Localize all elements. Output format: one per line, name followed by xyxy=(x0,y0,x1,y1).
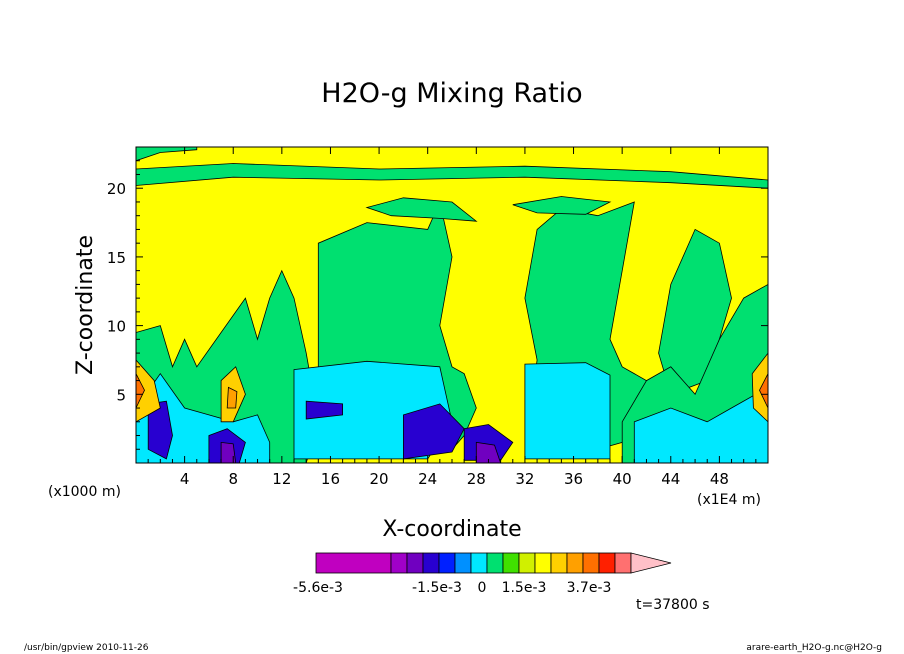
colorbar-swatch-3 xyxy=(422,552,440,574)
colorbar-swatch-12 xyxy=(566,552,584,574)
field-region-9 xyxy=(136,147,198,162)
x-tick-label-44: 44 xyxy=(661,470,680,488)
colorbar-swatch-13 xyxy=(582,552,600,574)
x-tick-label-8: 8 xyxy=(228,470,238,488)
x-tick-label-32: 32 xyxy=(515,470,534,488)
colorbar-label-neg: -1.5e-3 xyxy=(412,580,462,596)
colorbar-swatch-9 xyxy=(518,552,536,574)
colorbar-label-max: 3.7e-3 xyxy=(567,580,612,596)
x-tick-label-16: 16 xyxy=(321,470,340,488)
x-tick-label-12: 12 xyxy=(272,470,291,488)
colorbar-swatch-14 xyxy=(598,552,616,574)
footer-program: /usr/bin/gpview 2010-11-26 xyxy=(24,643,149,653)
colorbar-swatch-0 xyxy=(315,552,392,574)
y-tick-label-20: 20 xyxy=(107,180,126,198)
colorbar-label-pos: 1.5e-3 xyxy=(502,580,547,596)
y-axis: 5 10 15 20 xyxy=(107,160,768,450)
colorbar-swatch-7 xyxy=(486,552,504,574)
y-tick-label-5: 5 xyxy=(116,386,126,404)
colorbar xyxy=(315,552,672,574)
field-region-11 xyxy=(524,362,611,460)
field-region-15 xyxy=(305,400,343,420)
x-tick-label-40: 40 xyxy=(613,470,632,488)
plot-field xyxy=(136,147,768,463)
x-tick-label-20: 20 xyxy=(370,470,389,488)
colorbar-swatch-15 xyxy=(614,552,632,574)
x-axis-label: X-coordinate xyxy=(382,517,521,542)
colorbar-swatch-11 xyxy=(550,552,568,574)
field-region-25 xyxy=(759,373,768,409)
colorbar-label-zero: 0 xyxy=(478,580,487,596)
field-region-24 xyxy=(136,373,145,409)
colorbar-swatch-6 xyxy=(470,552,488,574)
x-tick-label-48: 48 xyxy=(710,470,729,488)
colorbar-swatch-2 xyxy=(406,552,424,574)
x-tick-label-36: 36 xyxy=(564,470,583,488)
field-region-6 xyxy=(136,163,768,189)
y-tick-label-15: 15 xyxy=(107,249,126,267)
field-region-14 xyxy=(403,403,465,460)
x-tick-label-28: 28 xyxy=(467,470,486,488)
field-region-13 xyxy=(633,393,768,463)
colorbar-labels: -5.6e-3 -1.5e-3 0 1.5e-3 3.7e-3 xyxy=(293,580,611,596)
field-region-26 xyxy=(226,386,238,409)
time-label: t=37800 s xyxy=(636,597,710,613)
y-unit: (x1000 m) xyxy=(48,484,121,500)
x-axis: 4 8 12 16 20 24 28 32 36 40 44 48 xyxy=(147,147,757,488)
colorbar-swatch-4 xyxy=(438,552,456,574)
x-unit: (x1E4 m) xyxy=(697,492,761,508)
colorbar-swatch-1 xyxy=(390,552,408,574)
x-tick-label-4: 4 xyxy=(180,470,190,488)
colorbar-swatch-10 xyxy=(534,552,552,574)
field-region-21 xyxy=(136,359,161,423)
chart-title: H2O-g Mixing Ratio xyxy=(321,78,582,109)
colorbar-swatch-5 xyxy=(454,552,472,574)
x-tick-label-24: 24 xyxy=(418,470,437,488)
colorbar-arrow xyxy=(630,552,672,574)
field-region-19 xyxy=(220,441,237,463)
y-tick-label-10: 10 xyxy=(107,318,126,336)
colorbar-swatch-8 xyxy=(502,552,520,574)
colorbar-label-min: -5.6e-3 xyxy=(293,580,343,596)
field-region-7 xyxy=(365,197,478,222)
field-region-8 xyxy=(512,196,612,215)
field-region-23 xyxy=(751,352,768,423)
field-region-20 xyxy=(475,441,502,463)
y-axis-label: Z-coordinate xyxy=(73,235,98,375)
footer-source: arare-earth_H2O-g.nc@H2O-g xyxy=(746,643,882,653)
